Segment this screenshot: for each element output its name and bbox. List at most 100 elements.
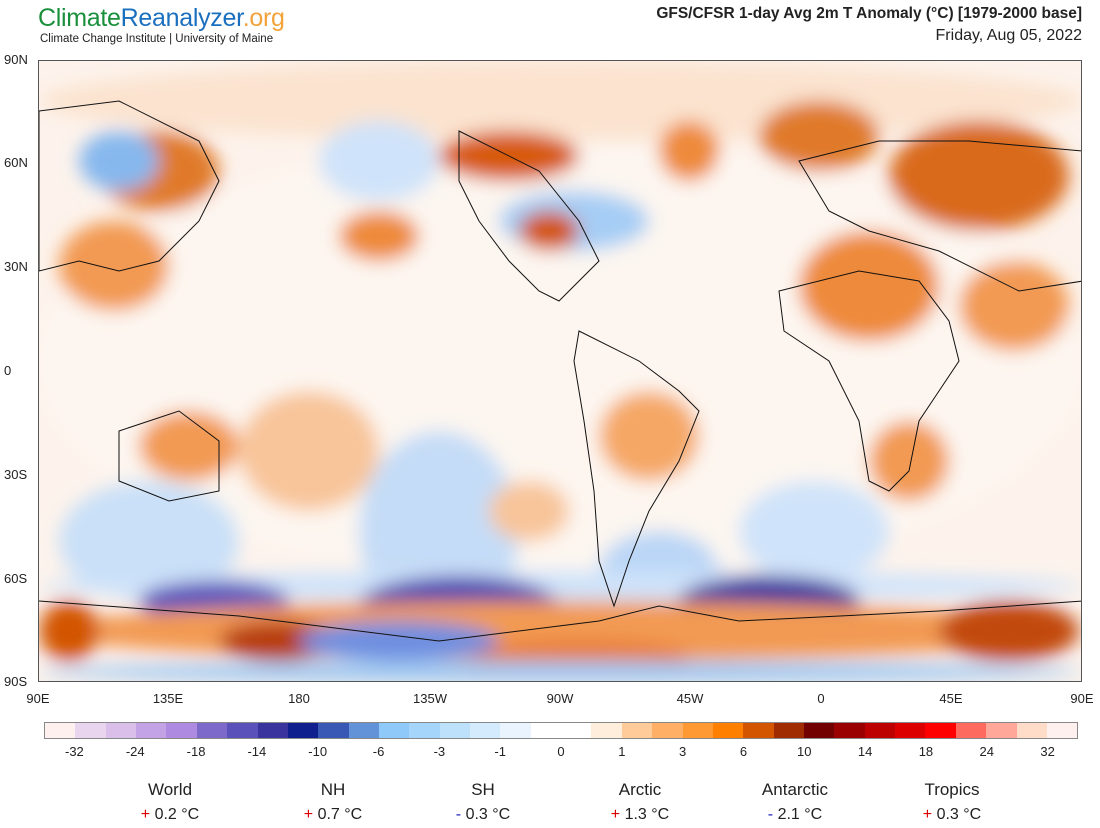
colorbar-swatch — [864, 723, 896, 738]
colorbar-swatch — [196, 723, 228, 738]
colorbar-swatch — [834, 723, 865, 738]
colorbar-swatch — [530, 723, 562, 738]
lat-label: 60S — [4, 571, 28, 586]
stat-sign: - — [455, 806, 462, 823]
colorbar-label: -3 — [433, 744, 446, 759]
colorbar-label: 18 — [918, 744, 934, 759]
stat-label: SH — [471, 780, 495, 799]
stat-label: Arctic — [618, 780, 662, 799]
lat-label: 30N — [4, 259, 28, 274]
colorbar-swatch — [287, 723, 319, 738]
stat-label: Antarctic — [761, 780, 829, 799]
lon-label: 135W — [413, 691, 447, 706]
coastline — [39, 100, 220, 272]
stat-number: 0.3 °C — [465, 806, 511, 823]
map-title: GFS/CFSR 1-day Avg 2m T Anomaly (°C) [19… — [656, 5, 1082, 22]
colorbar-swatch — [925, 723, 956, 738]
lat-label: 30S — [4, 467, 28, 482]
colorbar-swatch — [166, 723, 197, 738]
lon-label: 90E — [26, 691, 50, 706]
colorbar-label: -32 — [65, 744, 84, 759]
anomaly-region — [59, 481, 239, 601]
colorbar — [44, 722, 1078, 739]
colorbar-swatch — [1016, 723, 1047, 738]
anomaly-region — [939, 601, 1079, 661]
stat-label: World — [147, 780, 193, 799]
colorbar-swatch — [621, 723, 653, 738]
lat-label: 90S — [4, 674, 28, 689]
lat-label: 60N — [4, 155, 28, 170]
colorbar-label: 10 — [797, 744, 812, 759]
colorbar-label: -6 — [372, 744, 385, 759]
colorbar-swatch — [955, 723, 987, 738]
stat-value: + 0.2 °C — [100, 806, 240, 824]
stat-number: 0.2 °C — [154, 806, 200, 823]
anomaly-region — [519, 211, 579, 251]
colorbar-label: -10 — [308, 744, 328, 759]
coastline — [778, 270, 960, 492]
anomaly-region — [39, 61, 1081, 141]
stat-sign: + — [610, 806, 621, 823]
lon-label: 180 — [288, 691, 310, 706]
colorbar-swatch — [257, 723, 288, 738]
stat-sign: + — [922, 806, 933, 823]
anomaly-region — [59, 221, 169, 311]
anomaly-region — [39, 601, 99, 661]
stat-number: 1.3 °C — [624, 806, 670, 823]
colorbar-swatch — [682, 723, 713, 738]
colorbar-swatch — [378, 723, 410, 738]
coastline — [118, 410, 220, 502]
stat-sign: + — [140, 806, 151, 823]
colorbar-swatch — [743, 723, 774, 738]
anomaly-region — [869, 421, 949, 501]
colorbar-swatch — [712, 723, 744, 738]
anomaly-region — [239, 391, 379, 511]
colorbar-label: -1 — [494, 744, 506, 759]
colorbar-label: 1 — [618, 744, 626, 759]
coastline — [458, 130, 600, 302]
anomaly-region — [339, 211, 419, 261]
colorbar-swatch — [773, 723, 804, 738]
anomaly-region — [139, 411, 239, 481]
colorbar-swatch — [136, 723, 167, 738]
temperature-anomaly-map — [38, 60, 1082, 682]
colorbar-label: 3 — [679, 744, 687, 759]
anomaly-region — [659, 121, 719, 181]
lon-label: 90E — [1070, 691, 1094, 706]
colorbar-swatch — [318, 723, 349, 738]
colorbar-swatch — [439, 723, 471, 738]
logo-subtitle: Climate Change Institute | University of… — [40, 33, 274, 45]
logo-part: Reanalyzer — [120, 4, 243, 32]
colorbar-label: 32 — [1040, 744, 1055, 759]
colorbar-label: -24 — [125, 744, 145, 759]
stat-value: - 2.1 °C — [725, 806, 865, 824]
climate-reanalyzer-logo[interactable]: ClimateReanalyzer.org — [38, 4, 285, 33]
colorbar-swatch — [652, 723, 683, 738]
logo-part: Climate — [38, 4, 121, 32]
anomaly-region — [739, 481, 889, 581]
lon-label: 135E — [152, 691, 184, 706]
colorbar-swatch — [986, 723, 1017, 738]
stat-value: + 1.3 °C — [570, 806, 710, 824]
colorbar-label: 6 — [739, 744, 748, 759]
colorbar-label: -14 — [247, 744, 267, 759]
lat-label: 90N — [4, 52, 28, 67]
stat-sign: - — [767, 806, 774, 823]
colorbar-label: 24 — [979, 744, 994, 759]
stat-number: 0.7 °C — [317, 806, 363, 823]
lat-label: 0 — [4, 363, 12, 378]
anomaly-region — [79, 131, 159, 191]
stat-number: 0.3 °C — [936, 806, 982, 823]
stat-sign: + — [303, 806, 314, 823]
anomaly-region — [219, 621, 339, 661]
colorbar-swatch — [105, 723, 137, 738]
colorbar-swatch — [1046, 723, 1078, 738]
stat-label: NH — [320, 780, 346, 799]
stat-number: 2.1 °C — [777, 806, 823, 823]
anomaly-region — [39, 661, 1081, 681]
colorbar-swatch — [591, 723, 622, 738]
colorbar-swatch — [895, 723, 926, 738]
anomaly-region — [759, 101, 879, 171]
colorbar-label: -18 — [186, 744, 206, 759]
stat-label: Tropics — [924, 780, 980, 799]
